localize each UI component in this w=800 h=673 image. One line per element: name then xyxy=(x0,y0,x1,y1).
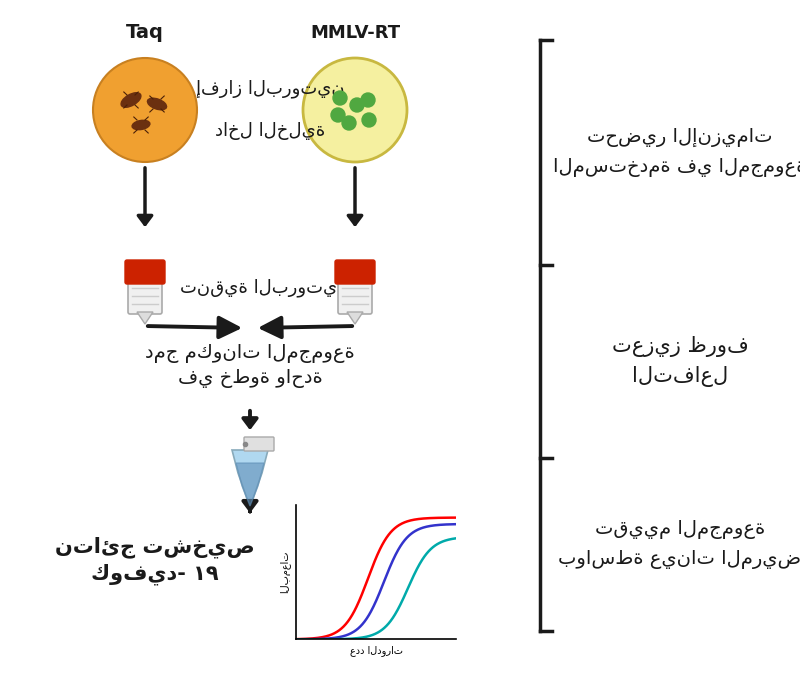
Circle shape xyxy=(303,58,407,162)
Circle shape xyxy=(333,91,347,105)
Polygon shape xyxy=(137,312,153,324)
Text: كوفيد- ١٩: كوفيد- ١٩ xyxy=(91,563,219,585)
Polygon shape xyxy=(232,450,268,508)
Text: بواسطة عينات المريض: بواسطة عينات المريض xyxy=(558,550,800,569)
Circle shape xyxy=(350,98,364,112)
Text: تحضير الإنزيمات: تحضير الإنزيمات xyxy=(587,128,773,147)
Polygon shape xyxy=(347,312,363,324)
Text: Taq: Taq xyxy=(126,23,164,42)
Circle shape xyxy=(361,93,375,107)
Text: في خطوة واحدة: في خطوة واحدة xyxy=(178,369,322,388)
Text: تعزيز ظروف: تعزيز ظروف xyxy=(612,336,748,357)
Text: المستخدمة في المجموعة: المستخدمة في المجموعة xyxy=(554,158,800,177)
Text: تقييم المجموعة: تقييم المجموعة xyxy=(595,520,765,539)
FancyBboxPatch shape xyxy=(244,437,274,451)
Ellipse shape xyxy=(132,120,150,130)
Polygon shape xyxy=(236,463,264,506)
Text: MMLV-RT: MMLV-RT xyxy=(310,24,400,42)
Text: داخل الخلية: داخل الخلية xyxy=(215,122,325,140)
Text: دمج مكونات المجموعة: دمج مكونات المجموعة xyxy=(145,344,355,363)
FancyBboxPatch shape xyxy=(128,278,162,314)
Ellipse shape xyxy=(121,93,141,107)
FancyBboxPatch shape xyxy=(335,260,375,284)
Circle shape xyxy=(93,58,197,162)
Circle shape xyxy=(342,116,356,130)
Circle shape xyxy=(362,113,376,127)
Ellipse shape xyxy=(147,98,166,110)
FancyBboxPatch shape xyxy=(125,260,165,284)
Circle shape xyxy=(331,108,345,122)
X-axis label: عدد الدورات: عدد الدورات xyxy=(350,645,402,656)
Text: نتائج تشخيص: نتائج تشخيص xyxy=(55,536,255,558)
Y-axis label: البمعات: البمعات xyxy=(279,551,290,594)
Text: تنقية البروتين: تنقية البروتين xyxy=(180,279,350,297)
FancyBboxPatch shape xyxy=(338,278,372,314)
Text: إفراز البروتين: إفراز البروتين xyxy=(196,79,344,98)
Text: التفاعل: التفاعل xyxy=(632,366,728,387)
